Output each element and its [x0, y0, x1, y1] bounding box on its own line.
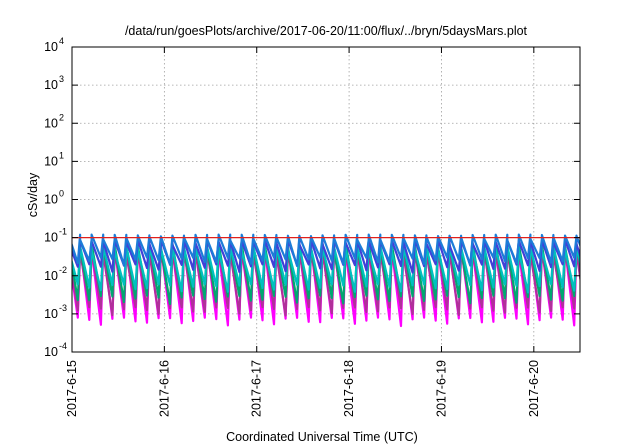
y-tick-exponent: 0 — [59, 189, 64, 199]
series-line — [72, 238, 580, 274]
x-tick-label: 2017-6-20 — [527, 360, 541, 417]
chart-title: /data/run/goesPlots/archive/2017-06-20/1… — [125, 24, 528, 38]
y-tick-label: 10 — [44, 78, 58, 92]
y-tick-exponent: 3 — [59, 74, 64, 84]
y-tick-exponent: 2 — [59, 112, 64, 122]
y-tick-label: 10 — [44, 231, 58, 245]
y-tick-exponent: -1 — [59, 227, 67, 237]
y-tick-label: 10 — [44, 116, 58, 130]
y-tick-label: 10 — [44, 193, 58, 207]
series-group — [72, 233, 580, 328]
y-tick-label: 10 — [44, 154, 58, 168]
y-tick-exponent: -3 — [59, 303, 67, 313]
y-tick-label: 10 — [44, 40, 58, 54]
y-tick-label: 10 — [44, 269, 58, 283]
y-tick-exponent: 1 — [59, 150, 64, 160]
y-tick-label: 10 — [44, 345, 58, 359]
y-tick-exponent: -2 — [59, 265, 67, 275]
x-tick-label: 2017-6-17 — [250, 360, 264, 417]
series-line — [72, 233, 580, 268]
y-tick-label: 10 — [44, 307, 58, 321]
y-tick-exponent: 4 — [59, 36, 64, 46]
y-axis-label: cSv/day — [26, 172, 40, 217]
x-tick-label: 2017-6-19 — [434, 360, 448, 417]
y-tick-exponent: -4 — [59, 341, 67, 351]
x-tick-label: 2017-6-16 — [157, 360, 171, 417]
x-tick-label: 2017-6-15 — [65, 360, 79, 417]
x-axis-label: Coordinated Universal Time (UTC) — [226, 430, 418, 444]
x-tick-label: 2017-6-18 — [342, 360, 356, 417]
series-line — [72, 248, 580, 317]
